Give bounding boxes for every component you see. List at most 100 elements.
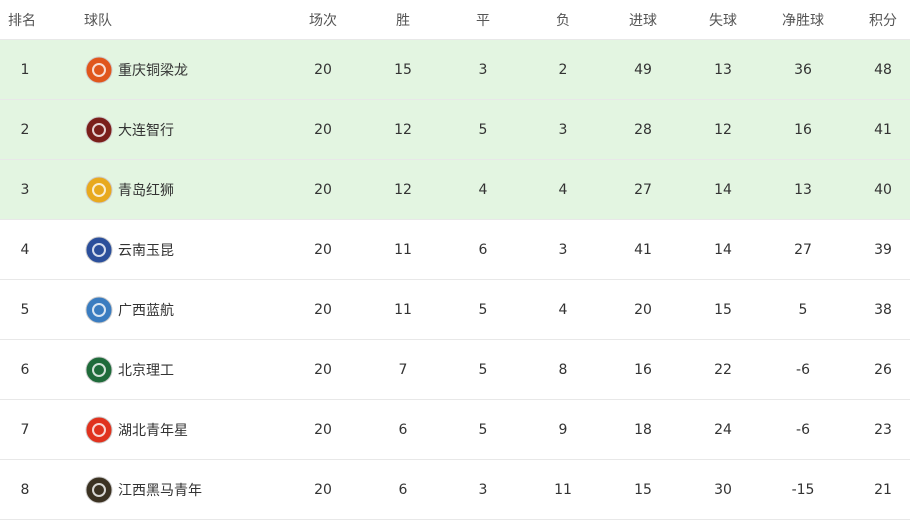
table-cell: 1 [20, 61, 30, 78]
table-cell: 5 [478, 361, 488, 378]
table-row: 1 重庆铜梁龙 20 15 3 2 49 13 36 48 [0, 40, 910, 100]
team-name: 大连智行 [118, 122, 174, 139]
table-cell: 18 [634, 421, 652, 438]
table-cell: 27 [634, 181, 652, 198]
header-cell: 胜 [396, 12, 410, 29]
table-cell: 9 [558, 421, 568, 438]
team-name: 青岛红狮 [118, 182, 174, 199]
table-cell: 4 [478, 181, 488, 198]
table-cell: 8 [558, 361, 568, 378]
team-logo [85, 416, 113, 444]
table-cell: 36 [794, 61, 812, 78]
header-row: 排名 球队 场次 胜 平 负 进球 失球 净胜球 积分 [0, 0, 910, 40]
table-cell: 22 [714, 361, 732, 378]
table-row: 5 广西蓝航 20 11 5 4 20 15 5 38 [0, 280, 910, 340]
table-cell: 40 [874, 181, 892, 198]
header-cell: 负 [556, 12, 570, 29]
table-cell: 14 [714, 241, 732, 258]
team-logo [85, 176, 113, 204]
table-cell: 6 [398, 481, 408, 498]
team-name: 江西黑马青年 [118, 482, 202, 499]
table-cell: 38 [874, 301, 892, 318]
header-cell: 净胜球 [782, 12, 824, 29]
header-cell: 排名 [8, 12, 36, 29]
table-cell: 3 [558, 241, 568, 258]
table-cell: 5 [478, 421, 488, 438]
table-cell: 11 [554, 481, 572, 498]
table-cell: -15 [791, 481, 815, 498]
team-logo [85, 116, 113, 144]
table-cell: 48 [874, 61, 892, 78]
table-cell: 12 [714, 121, 732, 138]
table-cell: 16 [794, 121, 812, 138]
table-row: 2 大连智行 20 12 5 3 28 12 16 41 [0, 100, 910, 160]
table-cell: 3 [478, 61, 488, 78]
table-cell: 20 [314, 481, 332, 498]
table-cell: 12 [394, 181, 412, 198]
table-row: 4 云南玉昆 20 11 6 3 41 14 27 39 [0, 220, 910, 280]
table-row: 3 青岛红狮 20 12 4 4 27 14 13 40 [0, 160, 910, 220]
table-cell: 6 [478, 241, 488, 258]
table-cell: 15 [714, 301, 732, 318]
table-row: 8 江西黑马青年 20 6 3 11 15 30 -15 21 [0, 460, 910, 520]
table-cell: 15 [394, 61, 412, 78]
team-name: 湖北青年星 [118, 422, 188, 439]
table-cell: 4 [20, 241, 30, 258]
header-cell: 平 [476, 12, 490, 29]
table-cell: 3 [558, 121, 568, 138]
table-cell: 20 [314, 301, 332, 318]
team-name: 重庆铜梁龙 [118, 62, 188, 79]
table-cell: 20 [314, 121, 332, 138]
table-cell: 20 [314, 361, 332, 378]
team-logo [85, 296, 113, 324]
table-cell: 6 [398, 421, 408, 438]
table-cell: 13 [794, 181, 812, 198]
table-cell: 5 [798, 301, 808, 318]
table-cell: 28 [634, 121, 652, 138]
table-cell: -6 [796, 421, 810, 438]
team-logo [85, 236, 113, 264]
table-cell: 5 [20, 301, 30, 318]
table-cell: 12 [394, 121, 412, 138]
table-cell: 20 [314, 61, 332, 78]
table-cell: 5 [478, 301, 488, 318]
table-cell: 2 [20, 121, 30, 138]
table-cell: -6 [796, 361, 810, 378]
table-cell: 5 [478, 121, 488, 138]
team-logo [85, 56, 113, 84]
team-logo [85, 476, 113, 504]
table-cell: 11 [394, 241, 412, 258]
header-cell: 进球 [629, 12, 657, 29]
table-cell: 20 [314, 241, 332, 258]
table-cell: 3 [20, 181, 30, 198]
team-name: 北京理工 [118, 362, 174, 379]
table-cell: 27 [794, 241, 812, 258]
table-cell: 30 [714, 481, 732, 498]
table-cell: 39 [874, 241, 892, 258]
header-cell: 积分 [869, 12, 897, 29]
table-cell: 11 [394, 301, 412, 318]
table-row: 6 北京理工 20 7 5 8 16 22 -6 26 [0, 340, 910, 400]
table-cell: 4 [558, 181, 568, 198]
table-cell: 24 [714, 421, 732, 438]
table-cell: 2 [558, 61, 568, 78]
team-name: 云南玉昆 [118, 242, 174, 259]
table-cell: 20 [314, 421, 332, 438]
header-cell: 失球 [709, 12, 737, 29]
header-cell: 球队 [84, 12, 112, 29]
table-cell: 6 [20, 361, 30, 378]
team-logo [85, 356, 113, 384]
table-cell: 4 [558, 301, 568, 318]
header-cell: 场次 [309, 12, 337, 29]
table-cell: 20 [634, 301, 652, 318]
table-cell: 13 [714, 61, 732, 78]
table-cell: 8 [20, 481, 30, 498]
table-cell: 7 [20, 421, 30, 438]
table-row: 7 湖北青年星 20 6 5 9 18 24 -6 23 [0, 400, 910, 460]
table-cell: 21 [874, 481, 892, 498]
table-cell: 20 [314, 181, 332, 198]
table-cell: 23 [874, 421, 892, 438]
table-cell: 15 [634, 481, 652, 498]
table-cell: 41 [874, 121, 892, 138]
